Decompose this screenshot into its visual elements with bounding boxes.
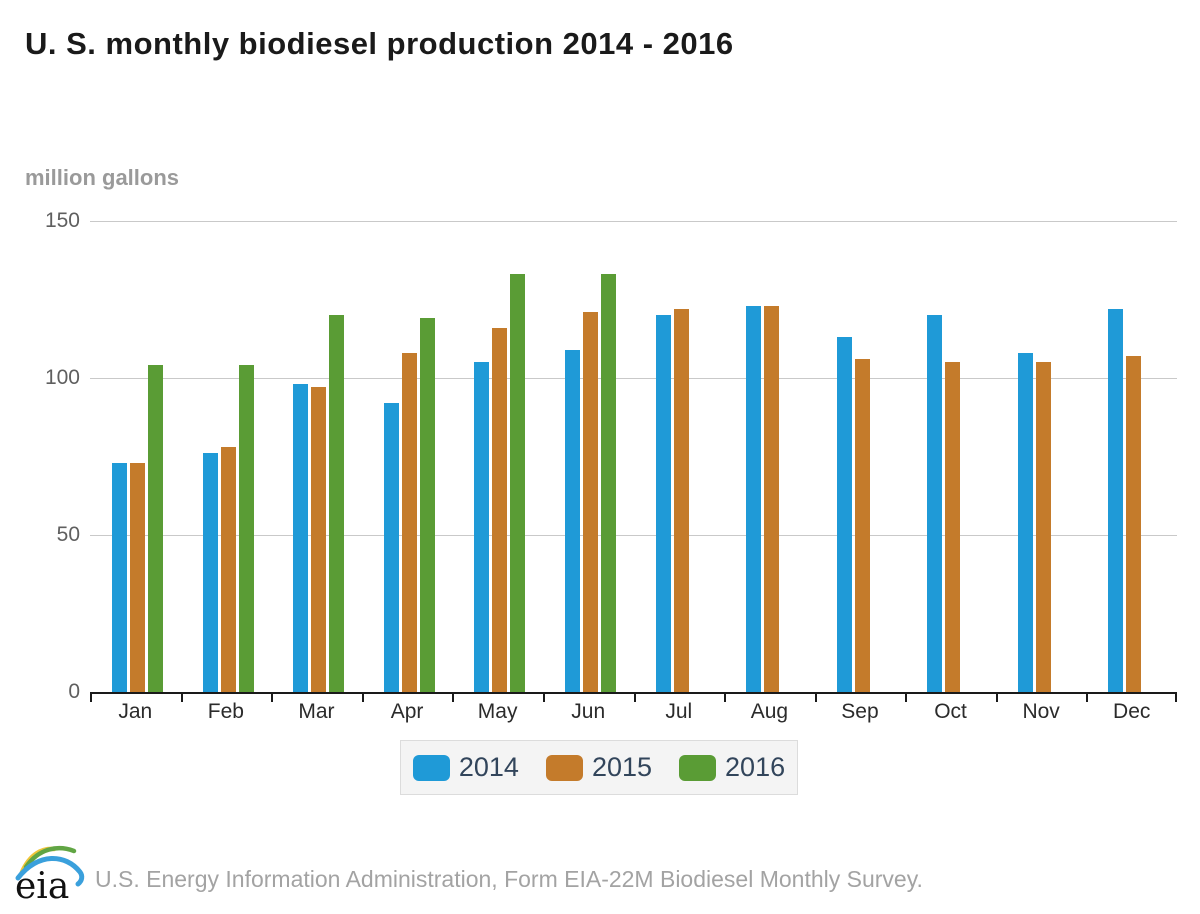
legend-swatch-2016 [679, 754, 717, 781]
legend-label-2016: 2016 [725, 752, 786, 782]
x-axis-tick [180, 692, 183, 702]
source-attribution: U.S. Energy Information Administration, … [95, 866, 923, 892]
y-axis-unit-label: million gallons [25, 165, 180, 190]
y-tick-label-100: 100 [44, 366, 80, 389]
bar-2014-oct [927, 315, 943, 692]
x-tick-label-nov: Nov [1022, 700, 1060, 723]
x-axis-tick [1086, 692, 1089, 702]
bar-2015-aug [764, 305, 780, 692]
bar-2015-mar [311, 387, 327, 692]
bar-2015-sep [854, 359, 870, 692]
bar-2016-apr [419, 318, 435, 692]
x-axis-tick [633, 692, 636, 702]
eia-logo-icon: eia [15, 846, 85, 904]
gridline-150 [90, 221, 1177, 222]
bar-2015-nov [1035, 362, 1051, 692]
x-axis-tick [814, 692, 817, 702]
y-tick-label-50: 50 [56, 523, 80, 546]
bar-2015-jun [582, 312, 598, 692]
bar-2015-dec [1126, 356, 1142, 692]
x-tick-label-jul: Jul [665, 700, 693, 723]
legend-item-2014: 2014 [412, 752, 519, 783]
bar-2014-aug [746, 305, 762, 692]
y-tick-label-150: 150 [44, 209, 80, 232]
gridline-100 [90, 378, 1177, 379]
x-axis-tick [361, 692, 364, 702]
bar-2014-dec [1108, 308, 1124, 692]
plot-area [90, 221, 1177, 702]
x-axis-tick [542, 692, 545, 702]
footer: eia U.S. Energy Information Administrati… [0, 838, 1200, 908]
x-axis-tick [724, 692, 727, 702]
x-tick-label-apr: Apr [390, 700, 424, 723]
x-tick-label-jun: Jun [571, 700, 606, 723]
bar-2016-may [510, 274, 526, 692]
bar-2014-jan [112, 462, 127, 692]
bar-2015-apr [401, 352, 417, 692]
bar-2015-may [492, 327, 508, 692]
legend-item-2015: 2015 [545, 752, 653, 783]
eia-logo-text: eia [15, 866, 69, 904]
x-axis-tick [905, 692, 908, 702]
bar-2014-jun [564, 349, 580, 692]
bar-2014-nov [1017, 352, 1033, 692]
bar-2014-apr [383, 403, 399, 692]
x-axis-tick [271, 692, 274, 702]
x-tick-label-feb: Feb [207, 700, 244, 723]
bar-2014-mar [293, 384, 309, 692]
x-axis-tick [1175, 692, 1177, 702]
x-tick-label-mar: Mar [298, 700, 335, 723]
chart-title: U. S. monthly biodiesel production 2014 … [25, 26, 734, 61]
bar-2016-mar [329, 315, 345, 692]
bar-2016-feb [238, 365, 254, 692]
x-tick-label-aug: Aug [750, 700, 789, 723]
x-axis-tick [995, 692, 998, 702]
legend-label-2014: 2014 [458, 752, 519, 782]
legend-item-2016: 2016 [679, 752, 785, 783]
bar-2015-jul [673, 308, 689, 692]
x-axis-tick [90, 692, 92, 702]
x-tick-label-sep: Sep [841, 700, 879, 723]
bar-2016-jan [148, 365, 163, 692]
bar-2015-feb [220, 447, 236, 692]
x-tick-label-dec: Dec [1113, 700, 1151, 723]
legend-swatch-2014 [412, 754, 450, 781]
bar-2015-jan [130, 462, 145, 692]
legend: 2014 2015 2016 [400, 740, 798, 795]
bar-2015-oct [945, 362, 961, 692]
y-tick-label-0: 0 [68, 680, 80, 703]
bar-2014-feb [202, 453, 218, 692]
gridline-50 [90, 535, 1177, 536]
y-axis-tick-labels: 0 50 100 150 [28, 209, 80, 703]
bar-2014-may [474, 362, 490, 692]
x-axis-tick [452, 692, 455, 702]
x-axis-tick-labels: Jan Feb Mar Apr May Jun Jul Aug Sep Oct Nov Dec [90, 700, 1177, 730]
bar-2016-jun [600, 274, 616, 692]
x-tick-label-may: May [477, 700, 518, 723]
bar-2014-jul [655, 315, 671, 692]
x-tick-label-oct: Oct [934, 700, 967, 723]
bar-2014-sep [836, 337, 852, 692]
legend-swatch-2015 [545, 754, 583, 781]
legend-label-2015: 2015 [591, 752, 653, 782]
x-tick-label-jan: Jan [118, 700, 153, 723]
